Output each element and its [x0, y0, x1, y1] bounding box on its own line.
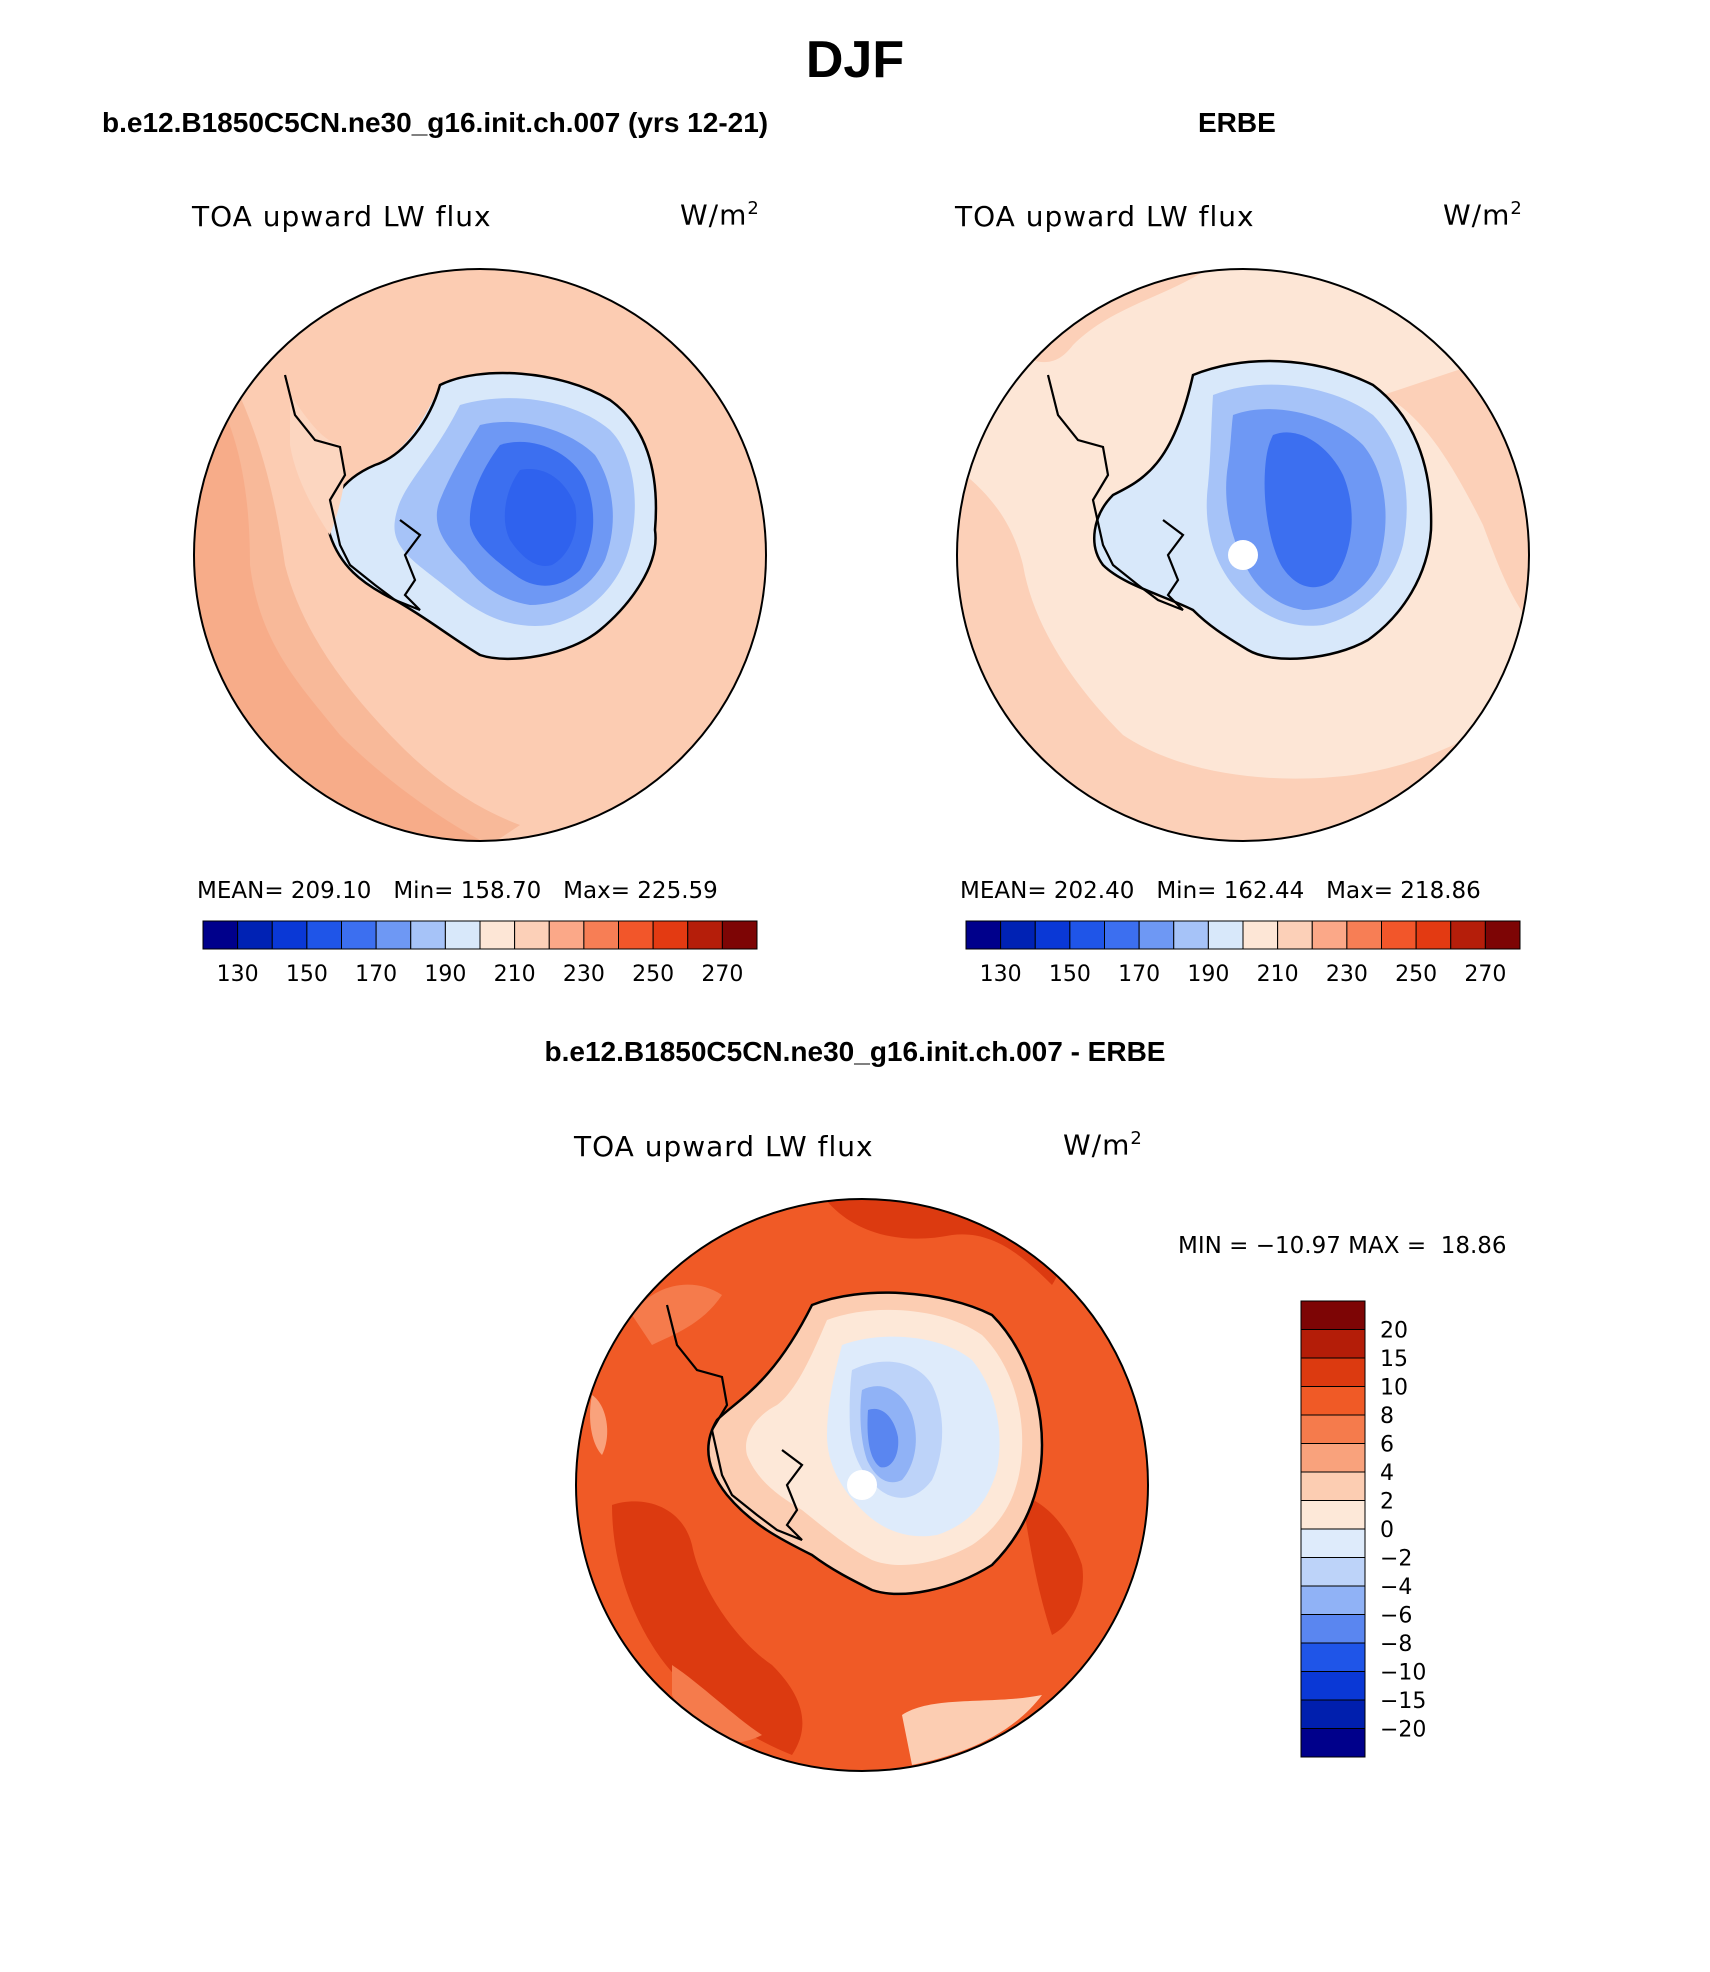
colorbar-swatch [1300, 1557, 1366, 1587]
colorbar-swatch [1277, 920, 1313, 950]
colorbar-swatch [1104, 920, 1140, 950]
colorbar-swatch [1300, 1614, 1366, 1644]
stats-line-model: MEAN= 209.10 Min= 158.70 Max= 225.59 [197, 878, 718, 904]
colorbar-tick-label: 15 [1380, 1347, 1408, 1372]
units-label-obs: W/m2 [1443, 198, 1523, 232]
colorbar-tick-label: 20 [1380, 1319, 1408, 1344]
units-label-diff: W/m2 [1063, 1128, 1143, 1162]
colorbar-tick-label: 250 [1395, 962, 1437, 987]
colorbar-swatch [1034, 920, 1071, 950]
colorbar-swatch [410, 920, 446, 950]
colorbar-swatch [1069, 920, 1105, 950]
colorbar-swatch [1381, 920, 1417, 950]
colorbar-swatch [721, 920, 758, 950]
colorbar-tick-label: −20 [1380, 1718, 1426, 1743]
colorbar-swatch [1300, 1414, 1366, 1444]
panel-title-model: b.e12.B1850C5CN.ne30_g16.init.ch.007 (yr… [102, 107, 769, 138]
colorbar-swatch [1311, 920, 1348, 950]
colorbar-swatch [1300, 1528, 1366, 1558]
colorbar-swatch [202, 920, 239, 950]
colorbar-swatch [1138, 920, 1175, 950]
colorbar-swatch [1000, 920, 1036, 950]
colorbar-tick-label: 190 [424, 962, 466, 987]
colorbar-obs: 130 150 170 190 210 230 250 270 [965, 920, 1521, 987]
colorbar-tick-label: −10 [1380, 1661, 1426, 1686]
colorbar-swatch [1450, 920, 1486, 950]
variable-label-model: TOA upward LW flux [192, 200, 492, 233]
colorbar-tick-label: −2 [1380, 1547, 1412, 1572]
colorbar-tick-label: 150 [286, 962, 328, 987]
colorbar-tick-label: 6 [1380, 1433, 1394, 1458]
colorbar-swatch [1300, 1443, 1366, 1473]
colorbar-swatch [1300, 1585, 1366, 1615]
colorbar-swatch [1300, 1357, 1366, 1387]
polar-map-diff [575, 1198, 1149, 1772]
colorbar-swatch [479, 920, 516, 950]
colorbar-tick-label: −6 [1380, 1604, 1412, 1629]
colorbar-model: 130 150 170 190 210 230 250 270 [202, 920, 758, 987]
panel-title-diff: b.e12.B1850C5CN.ne30_g16.init.ch.007 - E… [544, 1036, 1166, 1067]
colorbar-tick-label: 150 [1049, 962, 1091, 987]
colorbar-swatch [375, 920, 412, 950]
units-label-model: W/m2 [680, 198, 760, 232]
colorbar-tick-label: 170 [1118, 962, 1160, 987]
colorbar-swatch [1300, 1642, 1366, 1672]
colorbar-swatch [687, 920, 723, 950]
stats-line-obs: MEAN= 202.40 Min= 162.44 Max= 218.86 [960, 878, 1481, 904]
colorbar-swatch [965, 920, 1002, 950]
figure-title: DJF [805, 31, 905, 89]
colorbar-swatch [583, 920, 619, 950]
colorbar-swatch [548, 920, 585, 950]
colorbar-tick-label: 270 [701, 962, 743, 987]
colorbar-tick-label: 230 [563, 962, 605, 987]
stats-line-diff: MIN = −10.97 MAX = 18.86 [1178, 1233, 1507, 1259]
colorbar-tick-label: −15 [1380, 1689, 1426, 1714]
colorbar-swatch [271, 920, 308, 950]
colorbar-swatch [1300, 1471, 1366, 1501]
polar-map-obs [956, 268, 1530, 842]
colorbar-tick-label: 210 [1257, 962, 1299, 987]
colorbar-tick-label: 230 [1326, 962, 1368, 987]
colorbar-tick-label: 170 [355, 962, 397, 987]
colorbar-swatch [1300, 1386, 1366, 1416]
colorbar-swatch [1300, 1728, 1366, 1758]
polar-map-model [193, 268, 767, 842]
colorbar-tick-label: −8 [1380, 1632, 1412, 1657]
colorbar-swatch [652, 920, 689, 950]
colorbar-swatch [306, 920, 342, 950]
colorbar-swatch [1484, 920, 1521, 950]
colorbar-tick-label: 130 [217, 962, 259, 987]
colorbar-swatch [1415, 920, 1452, 950]
colorbar-swatch [1300, 1329, 1366, 1359]
colorbar-swatch [1300, 1500, 1366, 1530]
colorbar-swatch [1300, 1300, 1366, 1330]
colorbar-tick-label: 2 [1380, 1490, 1394, 1515]
colorbar-swatch [1173, 920, 1209, 950]
variable-label-obs: TOA upward LW flux [955, 200, 1255, 233]
colorbar-swatch [1346, 920, 1382, 950]
colorbar-tick-label: 250 [632, 962, 674, 987]
colorbar-tick-label: 10 [1380, 1376, 1408, 1401]
colorbar-swatch [514, 920, 550, 950]
variable-label-diff: TOA upward LW flux [574, 1130, 874, 1163]
colorbar-swatch [1300, 1671, 1366, 1701]
colorbar-swatch [341, 920, 377, 950]
colorbar-tick-label: 270 [1464, 962, 1506, 987]
colorbar-swatch [1242, 920, 1279, 950]
colorbar-tick-label: 8 [1380, 1404, 1394, 1429]
colorbar-swatch [618, 920, 654, 950]
colorbar-swatch [444, 920, 481, 950]
colorbar-swatch [1300, 1699, 1366, 1729]
colorbar-tick-label: 4 [1380, 1461, 1394, 1486]
colorbar-swatch [1207, 920, 1244, 950]
colorbar-tick-label: 190 [1187, 962, 1229, 987]
colorbar-tick-label: 210 [494, 962, 536, 987]
panel-title-obs: ERBE [1198, 107, 1276, 138]
colorbar-tick-label: −4 [1380, 1575, 1412, 1600]
colorbar-tick-label: 0 [1380, 1518, 1394, 1543]
colorbar-tick-label: 130 [980, 962, 1022, 987]
colorbar-swatch [237, 920, 273, 950]
